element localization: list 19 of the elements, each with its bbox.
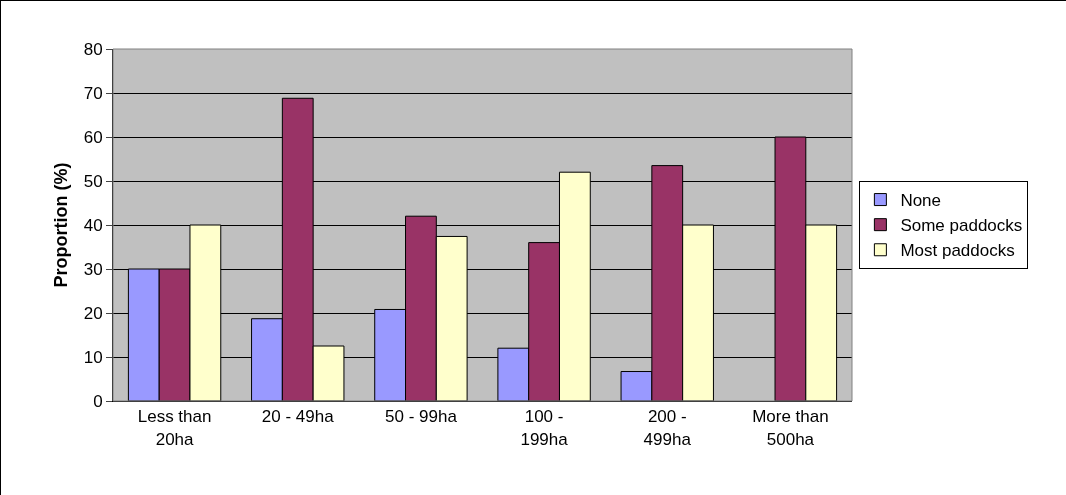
y-tick-label: 10: [83, 347, 103, 367]
y-tick-label: 0: [93, 391, 103, 411]
x-tick-label: 20 - 49ha: [261, 407, 335, 427]
y-tick-label: 50: [83, 171, 103, 191]
y-tick-label: 30: [83, 259, 103, 279]
x-tick-label: 100 - 199ha: [520, 407, 569, 449]
x-tick-label: Less than 20ha: [137, 407, 212, 449]
x-tick-label: 50 - 99ha: [385, 407, 458, 427]
y-axis-title: Proportion (%): [51, 162, 71, 288]
y-tick-label: 60: [83, 127, 103, 147]
legend-label: Some paddocks: [900, 216, 1023, 236]
x-tick-label: More than 500ha: [752, 407, 829, 449]
x-tick-label: 200 - 499ha: [643, 407, 692, 449]
y-tick-label: 70: [83, 83, 103, 103]
y-tick-label: 20: [83, 303, 103, 323]
y-tick-label: 80: [83, 39, 103, 59]
legend-label: Most paddocks: [900, 241, 1015, 261]
legend-label: None: [900, 191, 942, 211]
y-tick-label: 40: [83, 215, 103, 235]
